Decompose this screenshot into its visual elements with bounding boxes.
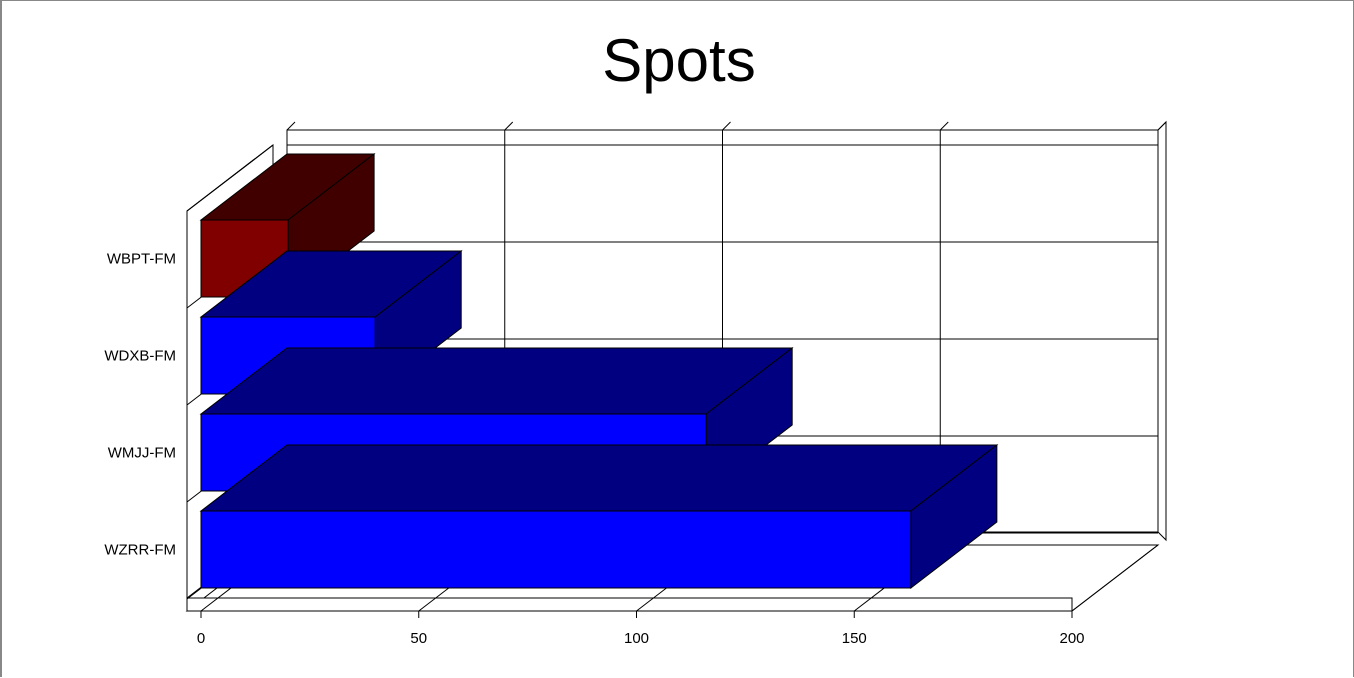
bar-WBPT-FM [199, 152, 376, 299]
bar-WZRR-FM [199, 443, 999, 590]
top-tick-150 [939, 121, 949, 131]
chart-tick-labels: 0 50 100 150 200 [197, 611, 1085, 647]
top-tick-0 [286, 121, 296, 131]
left-wall-top [186, 144, 274, 212]
category-label-WZRR-FM: WZRR-FM [104, 542, 176, 559]
x-tick-label-100: 100 [624, 630, 649, 647]
x-tick-label-50: 50 [410, 630, 427, 647]
bar-top-face [199, 444, 999, 512]
category-label-WBPT-FM: WBPT-FM [107, 251, 176, 268]
floor-front [186, 597, 1073, 612]
x-tick-label-150: 150 [842, 630, 867, 647]
chart-category-labels: WBPT-FM WDXB-FM WMJJ-FM WZRR-FM [104, 251, 176, 559]
chart-bars [199, 152, 999, 590]
top-tick-100 [722, 121, 731, 131]
top-tick-50 [504, 121, 514, 131]
back-wall-side [1157, 120, 1167, 542]
x-tick-label-200: 200 [1059, 630, 1084, 647]
category-label-WMJJ-FM: WMJJ-FM [108, 445, 176, 462]
bar-front-face [200, 510, 912, 589]
bar-top-face [199, 347, 794, 415]
category-label-WDXB-FM: WDXB-FM [104, 348, 176, 365]
chart-title: Spots [602, 27, 756, 94]
floor-gridline-200 [1071, 544, 1159, 612]
top-tick-200 [1157, 121, 1167, 131]
x-tick-label-0: 0 [197, 630, 205, 647]
